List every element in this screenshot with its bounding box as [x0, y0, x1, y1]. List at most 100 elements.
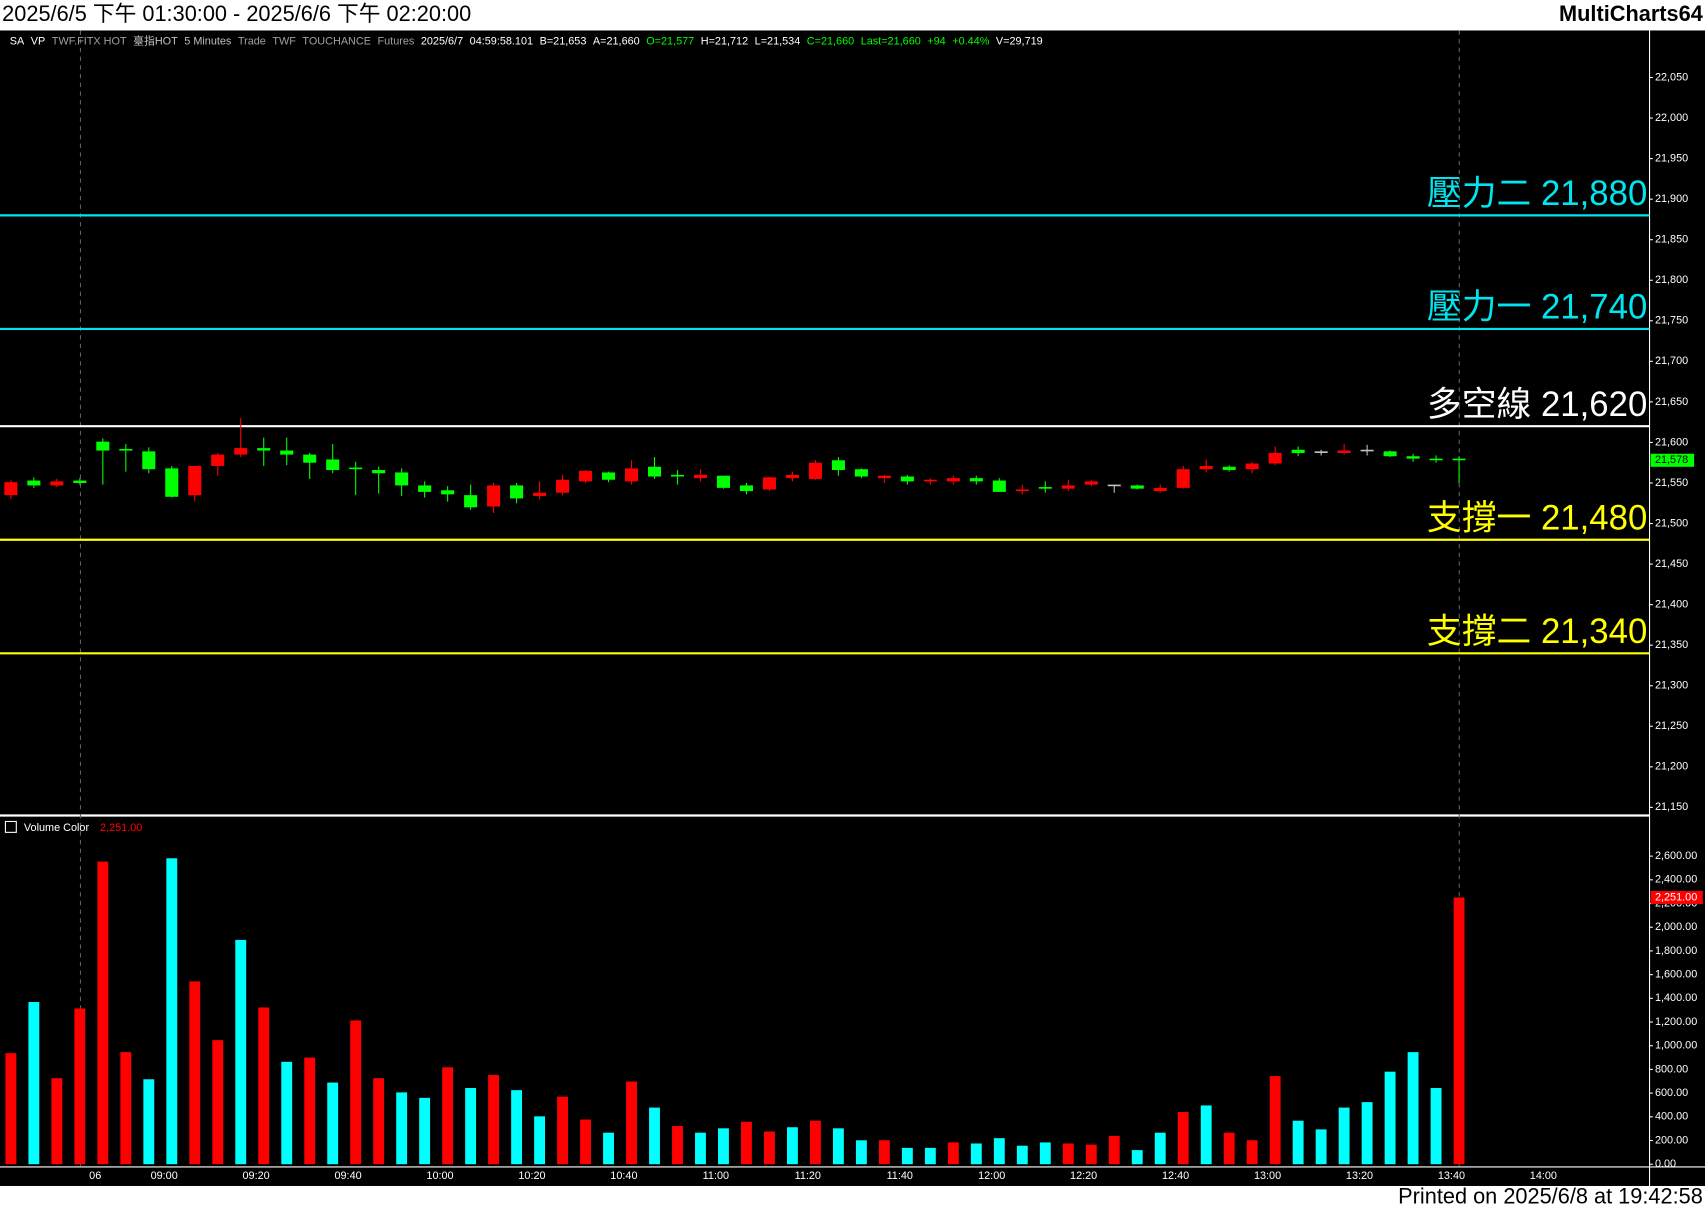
- candle-body: [969, 478, 983, 482]
- candle-body: [510, 485, 524, 499]
- candle-body: [234, 448, 248, 455]
- volume-bar: [649, 1107, 660, 1165]
- candle-body: [418, 485, 432, 492]
- volume-bar: [1246, 1140, 1258, 1165]
- volume-bar: [166, 858, 178, 1165]
- candle-body: [50, 481, 64, 486]
- candle-body: [1176, 469, 1190, 488]
- volume-bar: [1223, 1132, 1235, 1165]
- volume-bar: [74, 1008, 86, 1165]
- x-tick-label: 14:00: [1530, 1170, 1557, 1182]
- volume-bar: [97, 861, 109, 1165]
- status-item: 04:59:58.101: [470, 35, 533, 47]
- volume-bar: [1430, 1088, 1442, 1165]
- print-footer: Printed on 2025/6/8 at 19:42:58: [1398, 1184, 1703, 1209]
- window-title: 2025/6/5 下午 01:30:00 - 2025/6/6 下午 02:20…: [2, 1, 471, 26]
- volume-bar: [5, 1053, 17, 1165]
- volume-bar: [970, 1143, 982, 1165]
- volume-bar: [1315, 1129, 1327, 1165]
- volume-bar: [1407, 1052, 1419, 1165]
- candle-body: [372, 470, 386, 474]
- candle-body: [1015, 489, 1029, 492]
- volume-bar: [1384, 1071, 1396, 1165]
- status-item: +94: [927, 35, 945, 47]
- volume-bar: [1361, 1102, 1373, 1165]
- volume-bar: [626, 1081, 637, 1165]
- status-item: Trade: [238, 35, 266, 47]
- status-item: C=21,660: [807, 35, 854, 47]
- y-tick-label: 21,250: [1655, 720, 1688, 732]
- candle-body: [762, 477, 776, 490]
- volume-bar: [304, 1057, 316, 1165]
- volume-bar: [809, 1120, 821, 1165]
- status-item: Futures: [378, 35, 415, 47]
- volume-bar: [1269, 1076, 1281, 1165]
- candle-body: [808, 462, 822, 479]
- volume-bar: [672, 1126, 683, 1165]
- candle-body: [211, 454, 225, 466]
- status-item: +0.44%: [952, 35, 989, 47]
- candle-body: [464, 495, 478, 508]
- candle-body: [1337, 450, 1351, 453]
- last-value-box: [1650, 890, 1703, 905]
- y-tick-label: 1,400.00: [1655, 992, 1697, 1004]
- candle-body: [923, 479, 937, 482]
- candle-body: [647, 466, 662, 477]
- candle-body: [1245, 463, 1259, 470]
- candle-body: [1429, 458, 1443, 461]
- volume-bar: [557, 1096, 568, 1165]
- candle-body: [624, 468, 639, 482]
- x-tick-label: 11:00: [703, 1170, 729, 1182]
- volume-bar: [51, 1078, 63, 1165]
- volume-value: 2,251.00: [100, 822, 142, 834]
- x-tick-label: 09:20: [243, 1170, 270, 1182]
- candle-body: [1153, 487, 1167, 492]
- y-tick-label: 600.00: [1655, 1087, 1688, 1099]
- volume-bar: [764, 1131, 775, 1165]
- status-item: SA: [10, 35, 25, 47]
- volume-bar: [786, 1127, 798, 1165]
- volume-bar: [1200, 1105, 1212, 1165]
- volume-bar: [442, 1067, 454, 1165]
- candle-body: [693, 474, 708, 479]
- volume-bar: [1154, 1132, 1166, 1165]
- volume-bar: [143, 1079, 155, 1165]
- y-tick-label: 21,300: [1655, 680, 1688, 692]
- candle-body: [1038, 487, 1052, 489]
- status-item: TOUCHANCE: [302, 35, 371, 47]
- x-tick-label: 09:00: [151, 1170, 178, 1182]
- volume-bar: [396, 1092, 408, 1165]
- y-tick-label: 200.00: [1655, 1134, 1688, 1146]
- candle-body: [1107, 484, 1121, 487]
- y-tick-label: 21,900: [1655, 193, 1688, 205]
- volume-bar: [832, 1128, 844, 1165]
- volume-bar: [580, 1119, 591, 1165]
- volume-bar: [189, 981, 201, 1165]
- level-label: 壓力二 21,880: [1427, 174, 1647, 213]
- candle-body: [556, 479, 570, 493]
- candle-body: [992, 480, 1006, 492]
- volume-bar: [855, 1140, 867, 1165]
- candle-body: [1268, 452, 1282, 464]
- level-label: 壓力一 21,740: [1427, 287, 1647, 326]
- volume-bar: [511, 1090, 523, 1165]
- volume-bar: [993, 1138, 1005, 1165]
- y-tick-label: 1,200.00: [1655, 1016, 1697, 1028]
- y-tick-label: 1,800.00: [1655, 945, 1697, 957]
- x-tick-label: 11:40: [887, 1170, 913, 1182]
- y-tick-label: 21,350: [1655, 639, 1688, 651]
- volume-bar: [924, 1147, 936, 1165]
- volume-bar: [488, 1074, 500, 1165]
- volume-bar: [741, 1121, 752, 1165]
- x-tick-label: 10:40: [610, 1170, 637, 1182]
- y-tick-label: 21,200: [1655, 761, 1688, 773]
- candle-body: [119, 448, 133, 451]
- close-icon[interactable]: [4, 820, 17, 833]
- candle-body: [739, 485, 753, 492]
- level-label: 多空線 21,620: [1427, 385, 1647, 424]
- y-tick-label: 0.00: [1655, 1158, 1676, 1170]
- y-tick-label: 21,500: [1655, 517, 1688, 529]
- volume-bar: [947, 1142, 959, 1165]
- candle-body: [1291, 449, 1305, 453]
- y-tick-label: 21,550: [1655, 477, 1688, 489]
